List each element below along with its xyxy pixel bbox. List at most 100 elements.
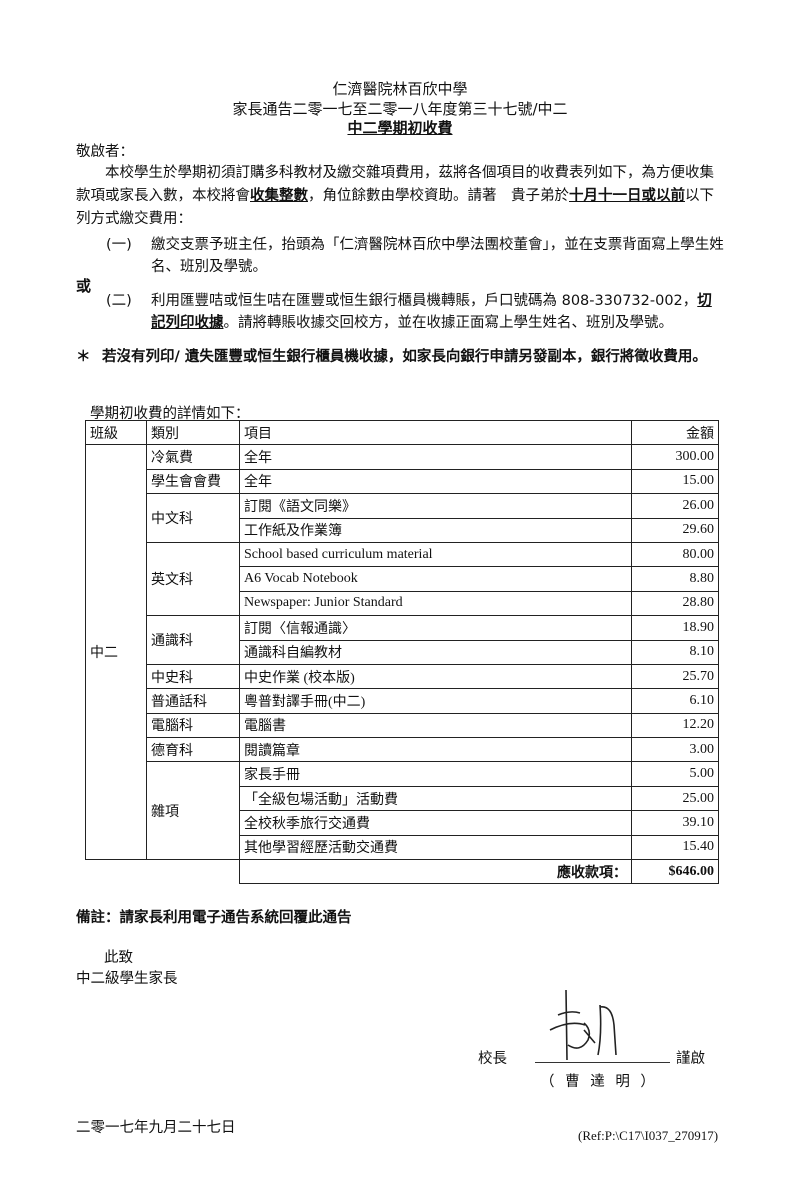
amount-cell: 3.00 (631, 737, 719, 763)
header-class: 班級 (85, 419, 147, 446)
amount-cell: 39.10 (631, 810, 719, 836)
amount-cell: 5.00 (631, 761, 719, 787)
table-row: 英文科 School based curriculum material 80.00 (86, 541, 719, 617)
table-row: Newspaper: Junior Standard 28.80 (86, 590, 719, 617)
item-cell: 訂閱〈信報通識〉 (239, 615, 632, 641)
category-cell: 通識科 (146, 615, 240, 665)
category-cell: 雜項 (146, 761, 240, 861)
item-cell: 家長手冊 (239, 761, 632, 787)
amount-cell: 15.40 (631, 834, 719, 861)
category-cell: 英文科 (146, 541, 240, 617)
recipient: 中二級學生家長 (76, 971, 178, 987)
notice-number: 家長通告二零一七至二零一八年度第三十七號/中二 (232, 100, 568, 118)
total-amount: $646.00 (631, 859, 719, 885)
category-cell: 冷氣費 (146, 444, 240, 470)
note: ＊ 若沒有列印/ 遺失匯豐或恒生銀行櫃員機收據，如家長向銀行申請另發副本，銀行將… (76, 346, 726, 368)
header-item: 項目 (239, 419, 632, 446)
item-cell: School based curriculum material (239, 541, 632, 568)
amount-cell: 25.70 (631, 663, 719, 690)
header-amount: 金額 (631, 419, 719, 446)
option-text: 利用匯豐咭或恒生咭在匯豐或恒生銀行櫃員機轉賬，戶口號碼為 808-330732-… (151, 290, 726, 334)
signature-image (549, 989, 617, 1061)
intro-text: ，角位餘數由學校資助。請著 貴子弟於 (308, 188, 569, 204)
intro-emphasis-deadline: 十月十一日或以前 (569, 188, 685, 204)
or-label: 或 (76, 277, 92, 295)
item-cell: Newspaper: Junior Standard (239, 590, 632, 617)
principal-title: 校長 (478, 1051, 507, 1067)
item-cell: 工作紙及作業簿 (239, 517, 632, 543)
remark: 備註：請家長利用電子通告系統回覆此通告 (76, 910, 352, 926)
amount-cell: 80.00 (631, 541, 719, 568)
category-cell: 中文科 (146, 493, 240, 543)
item-cell: 閱讀篇章 (239, 737, 632, 763)
school-name: 仁濟醫院林百欣中學 (332, 80, 468, 98)
item-cell: 全年 (239, 444, 632, 470)
intro-emphasis-collect: 收集整數 (250, 188, 308, 204)
option-number: (一) (106, 237, 132, 253)
amount-cell: 18.90 (631, 615, 719, 641)
respect-closing: 謹啟 (676, 1051, 705, 1067)
fee-table: 班級 類別 項目 金額 中二 冷氣費 全年 300.00 學生會會費 全年 15.00 中文科… (85, 419, 719, 885)
table-row: 通識科 訂閱〈信報通識〉 18.90 (86, 615, 719, 665)
option-text: 繳交支票予班主任，抬頭為「仁濟醫院林百欣中學法團校董會」，並在支票背面寫上學生姓… (151, 237, 724, 275)
closing: 此致 (104, 950, 133, 966)
amount-cell: 26.00 (631, 493, 719, 519)
category-cell: 中史科 (146, 663, 240, 690)
table-row: 學生會會費 全年 15.00 (86, 468, 719, 495)
amount-cell: 29.60 (631, 517, 719, 543)
amount-cell: 6.10 (631, 688, 719, 714)
table-header-row: 班級 類別 項目 金額 (85, 419, 719, 446)
table-row: 雜項 家長手冊 5.00 (86, 761, 719, 861)
notice-subject: 中二學期初收費 (0, 117, 800, 138)
blank-cell (86, 860, 147, 884)
payment-option-2: (二) 利用匯豐咭或恒生咭在匯豐或恒生銀行櫃員機轉賬，戶口號碼為 808-330… (106, 290, 726, 334)
total-row: 應收款項： $646.00 (86, 859, 719, 885)
table-row: 中二 冷氣費 全年 300.00 (85, 444, 719, 861)
category-cell: 電腦科 (146, 712, 240, 739)
class-cell: 中二 (85, 444, 147, 861)
amount-cell: 8.10 (631, 639, 719, 665)
category-cell: 德育科 (146, 737, 240, 763)
note-text: 若沒有列印/ 遺失匯豐或恒生銀行櫃員機收據，如家長向銀行申請另發副本，銀行將徵收… (102, 349, 707, 365)
table-row: 其他學習經歷活動交通費 15.40 (86, 834, 719, 861)
amount-cell: 15.00 (631, 468, 719, 495)
asterisk-icon: ＊ (76, 349, 91, 365)
salutation: 敬啟者： (76, 144, 134, 160)
item-cell: 全年 (239, 468, 632, 495)
subject-text: 中二學期初收費 (347, 119, 453, 137)
intro-text: 本校學生於學期初須訂購多科教材及繳交雜項費用，茲將各個項目的收費表列如下，為方便… (76, 165, 714, 204)
table-row: 通識科自編教材 8.10 (86, 639, 719, 665)
amount-cell: 25.00 (631, 785, 719, 812)
option-text-part: 利用匯豐咭或恒生咭在匯豐或恒生銀行櫃員機轉賬，戶口號碼為 808-330732-… (151, 293, 698, 309)
signature-line (535, 1062, 670, 1063)
item-cell: 全校秋季旅行交通費 (239, 810, 632, 836)
item-cell: 粵普對譯手冊(中二) (239, 688, 632, 714)
category-cell: 學生會會費 (146, 468, 240, 495)
reference-code: (Ref:P:\C17\I037_270917) (578, 1128, 719, 1143)
intro-text: 以下列方式繳交費用： (76, 188, 714, 227)
amount-cell: 300.00 (631, 444, 719, 470)
header-category: 類別 (146, 419, 240, 446)
option-number: (二) (106, 293, 132, 309)
option-emphasis: 切記列印收據 (151, 293, 712, 331)
item-cell: 中史作業 (校本版) (239, 663, 632, 690)
amount-cell: 8.80 (631, 566, 719, 592)
intro-paragraph: 本校學生於學期初須訂購多科教材及繳交雜項費用，茲將各個項目的收費表列如下，為方便… (76, 162, 726, 231)
item-cell: 通識科自編教材 (239, 639, 632, 665)
amount-cell: 12.20 (631, 712, 719, 739)
table-row: 普通話科 粵普對譯手冊(中二) 6.10 (86, 688, 719, 714)
table-row: 電腦科 電腦書 12.20 (86, 712, 719, 739)
total-label: 應收款項： (239, 859, 632, 885)
item-cell: 「全級包場活動」活動費 (239, 785, 632, 812)
table-row: 中史科 中史作業 (校本版) 25.70 (86, 663, 719, 690)
table-row: 中文科 訂閱《語文同樂》 26.00 (86, 493, 719, 543)
item-cell: A6 Vocab Notebook (239, 566, 632, 592)
amount-cell: 28.80 (631, 590, 719, 617)
item-cell: 訂閱《語文同樂》 (239, 493, 632, 519)
table-row: 德育科 閱讀篇章 3.00 (86, 737, 719, 763)
blank-cell (147, 860, 240, 884)
principal-name: （ 曹 達 明 ） (540, 1074, 658, 1090)
option-text-part: 。請將轉賬收據交回校方，並在收據正面寫上學生姓名、班別及學號。 (223, 315, 674, 331)
date: 二零一七年九月二十七日 (76, 1120, 236, 1136)
category-cell: 普通話科 (146, 688, 240, 714)
